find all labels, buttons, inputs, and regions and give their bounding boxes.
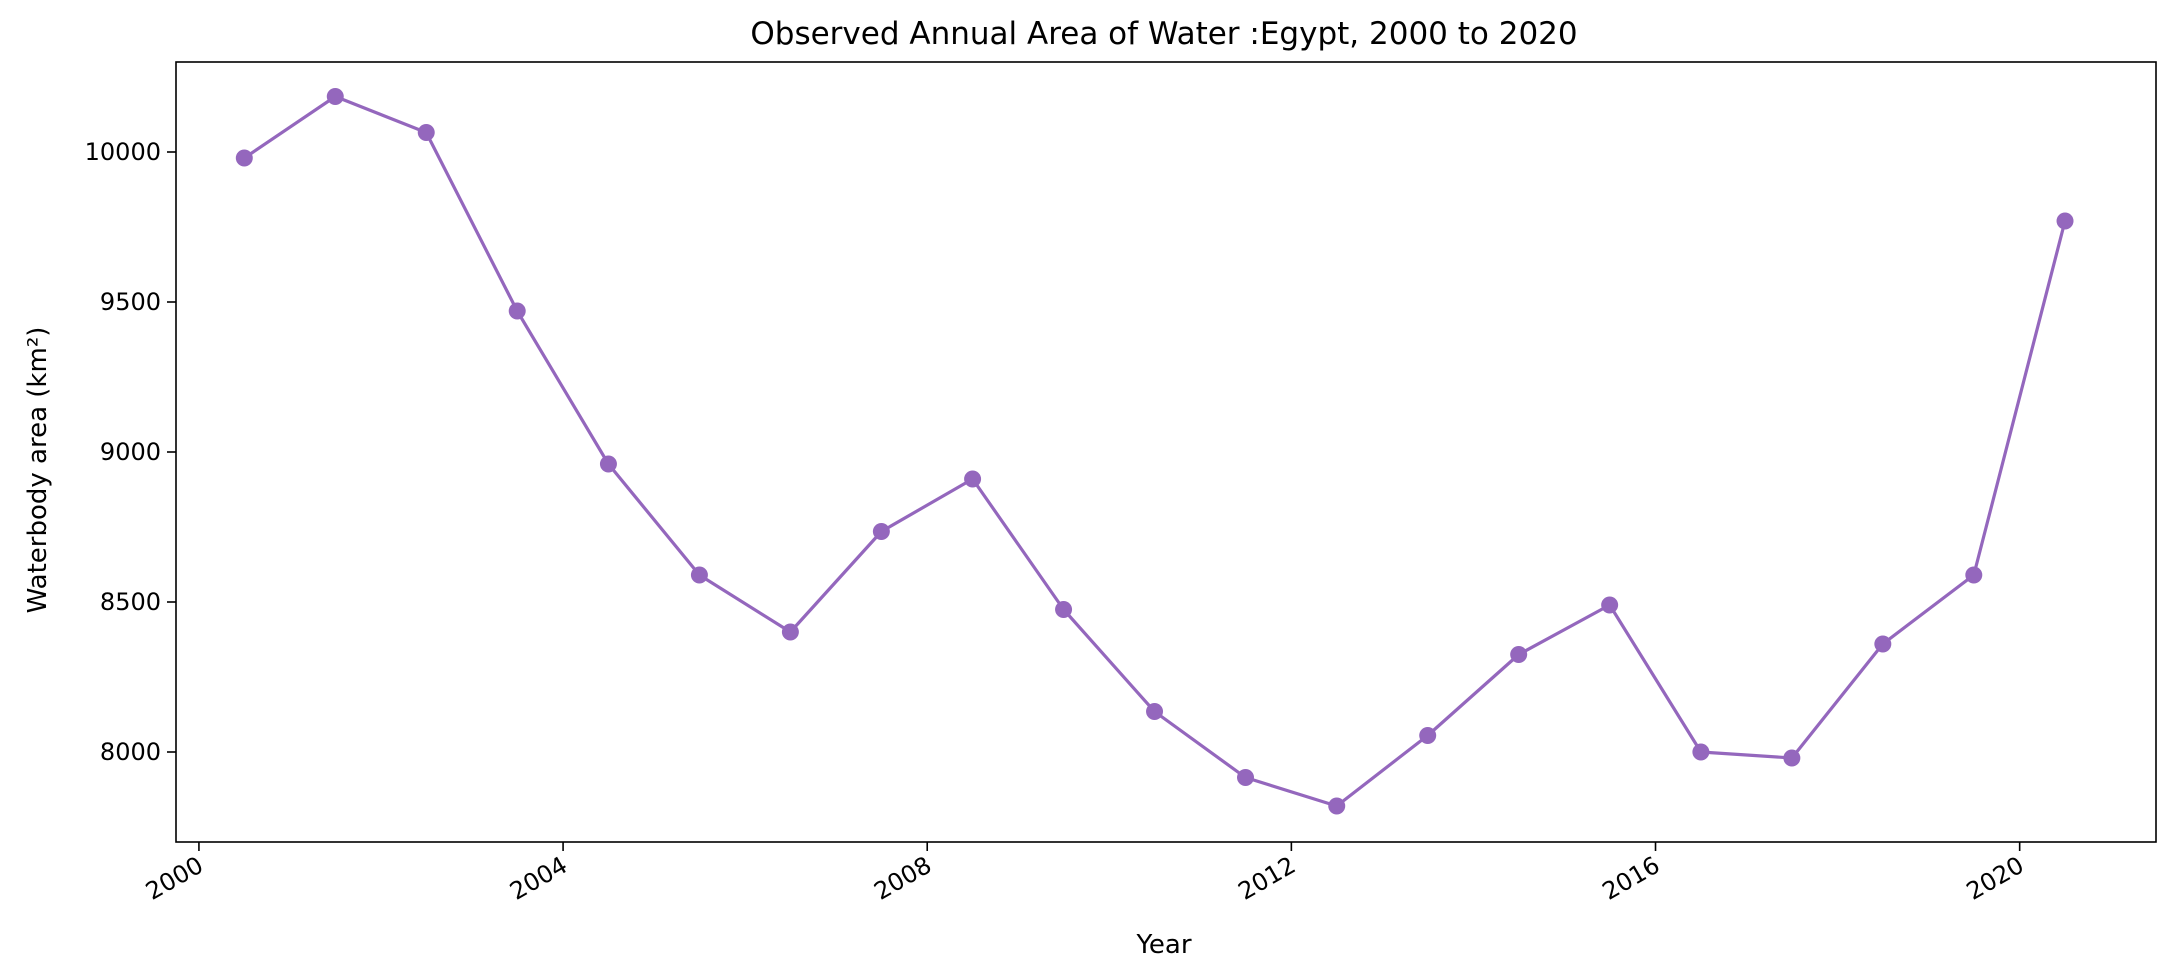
data-point [1419,727,1437,744]
y-axis: 8000 8500 9000 9500 10000 [85,138,176,766]
data-point [1783,749,1801,767]
x-tick-label: 2008 [869,851,936,906]
data-point [690,566,708,584]
chart-title: Observed Annual Area of Water :Egypt, 20… [750,16,1577,52]
data-point [1692,743,1710,761]
y-tick-label: 9000 [100,438,161,466]
y-tick-label: 9500 [100,288,161,316]
y-axis-label: Waterbody area (km²) [23,327,53,614]
data-point [417,124,435,141]
y-tick-label: 8000 [100,738,161,766]
data-point [235,149,253,167]
x-axis: 2000 2004 2008 2012 2016 2020 [141,842,2029,906]
x-tick-label: 2016 [1598,851,1665,906]
data-point [964,470,982,488]
data-point [508,302,526,320]
data-point [1055,601,1073,618]
data-point [1510,646,1528,663]
data-point [1965,566,1983,584]
data-point [1146,703,1164,720]
plot-frame [175,61,2157,843]
y-tick-label: 10000 [85,138,161,166]
data-point [1328,797,1346,815]
x-tick-label: 2012 [1233,851,1300,906]
x-axis-label: Year [1135,930,1191,960]
data-point [1237,769,1255,786]
plot-area [235,88,2074,815]
data-point [1601,596,1619,614]
x-tick-label: 2020 [1962,851,2029,906]
data-point [872,523,890,540]
y-tick-label: 8500 [100,588,161,616]
data-point [599,455,617,473]
data-point [326,88,344,105]
x-tick-label: 2000 [141,851,208,906]
data-point [1874,635,1892,653]
x-tick-label: 2004 [505,851,572,906]
series-line [243,94,2067,808]
data-point [2056,212,2074,230]
data-point [781,623,799,641]
